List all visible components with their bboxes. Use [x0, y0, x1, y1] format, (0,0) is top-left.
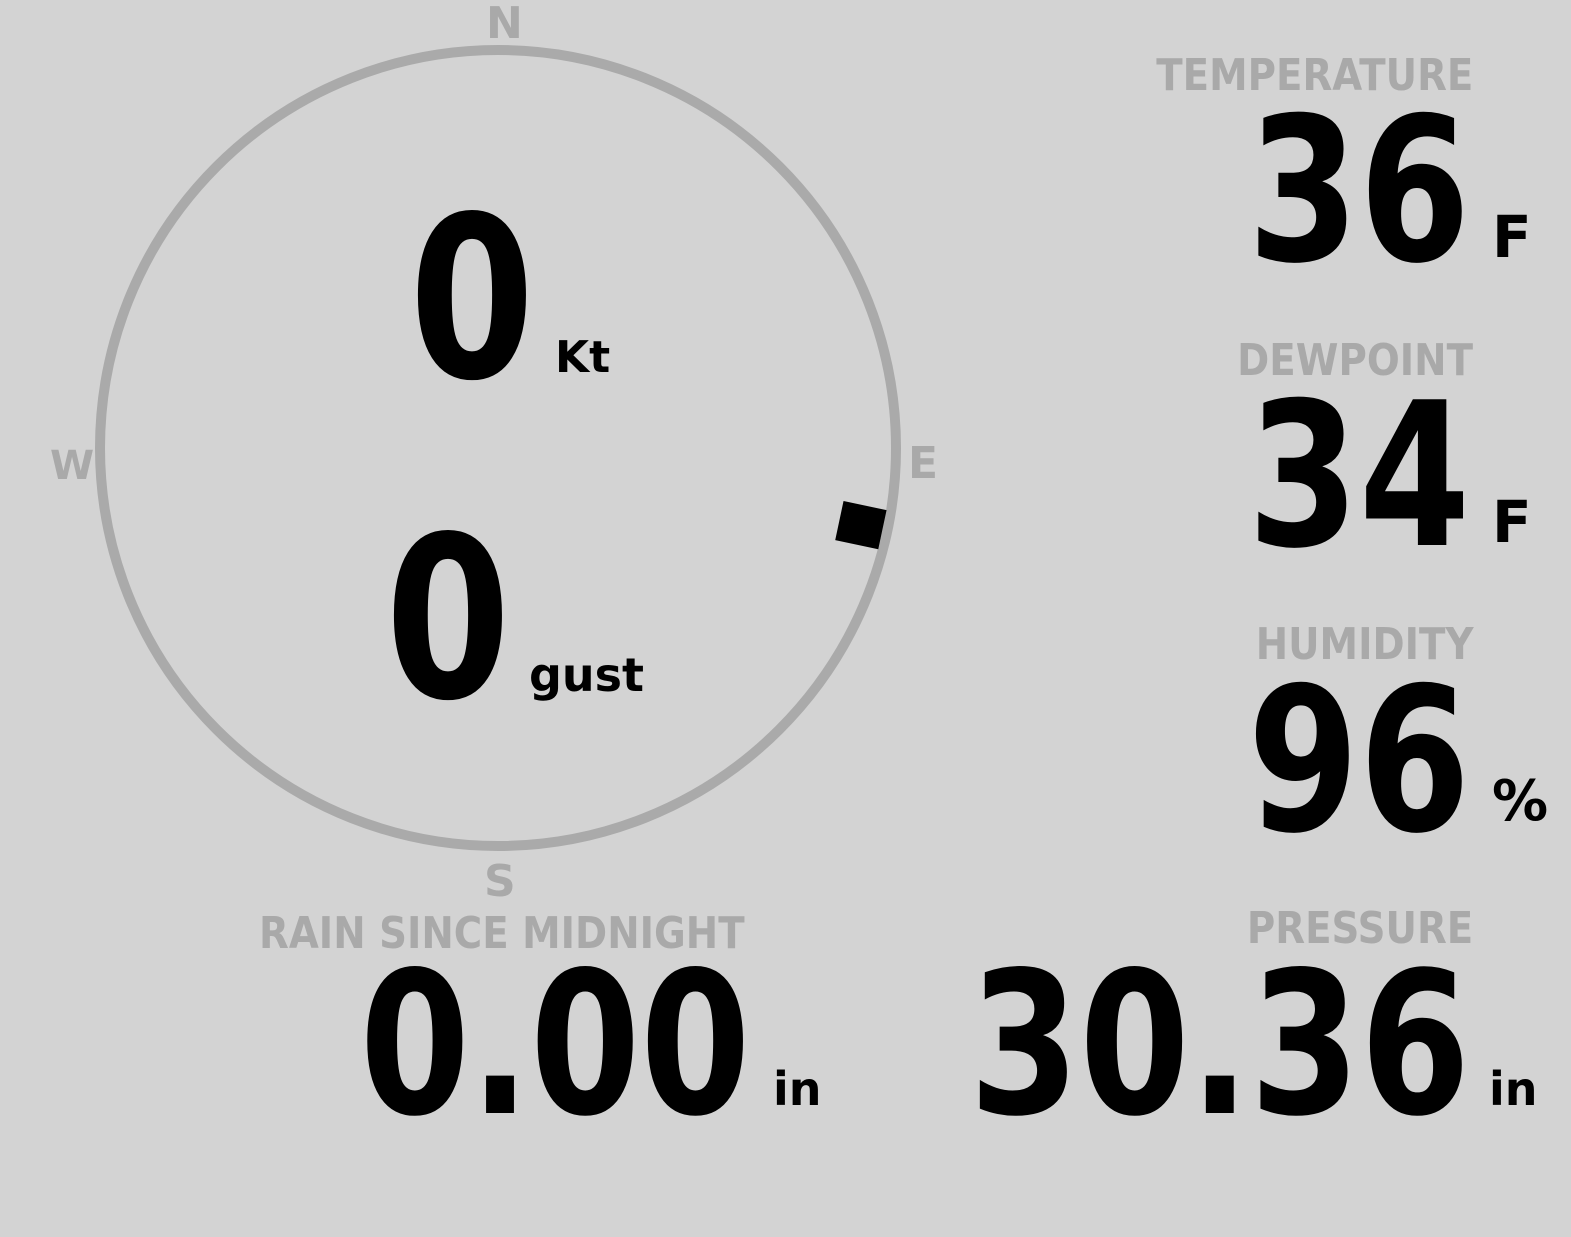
pressure-value: 30.36: [968, 929, 1470, 1160]
wind-gust-value: 0: [385, 489, 511, 751]
rain-value: 0.00: [360, 929, 751, 1160]
wind-speed-unit: Kt: [555, 332, 611, 383]
pressure-label: PRESSURE: [1246, 903, 1473, 954]
pressure-unit: in: [1489, 1062, 1538, 1116]
dewpoint-value: 34: [1247, 360, 1470, 593]
humidity-label: HUMIDITY: [1255, 619, 1473, 670]
compass-ring: [95, 45, 901, 851]
dewpoint-unit: F: [1492, 488, 1532, 556]
dewpoint-label: DEWPOINT: [1237, 335, 1473, 386]
compass-east: E: [908, 438, 939, 489]
rain-unit: in: [773, 1062, 822, 1116]
humidity-value: 96: [1247, 645, 1470, 878]
rain-label: RAIN SINCE MIDNIGHT: [259, 908, 745, 959]
temperature-label: TEMPERATURE: [1155, 50, 1473, 101]
wind-direction-marker: [835, 500, 887, 550]
wind-gust-unit: gust: [529, 648, 645, 702]
temperature-unit: F: [1492, 203, 1532, 271]
compass-south: S: [484, 856, 516, 907]
compass-west: W: [50, 443, 95, 489]
humidity-unit: %: [1492, 769, 1549, 834]
wind-speed-value: 0: [409, 169, 535, 431]
temperature-value: 36: [1247, 75, 1470, 308]
compass-north: N: [486, 0, 523, 49]
